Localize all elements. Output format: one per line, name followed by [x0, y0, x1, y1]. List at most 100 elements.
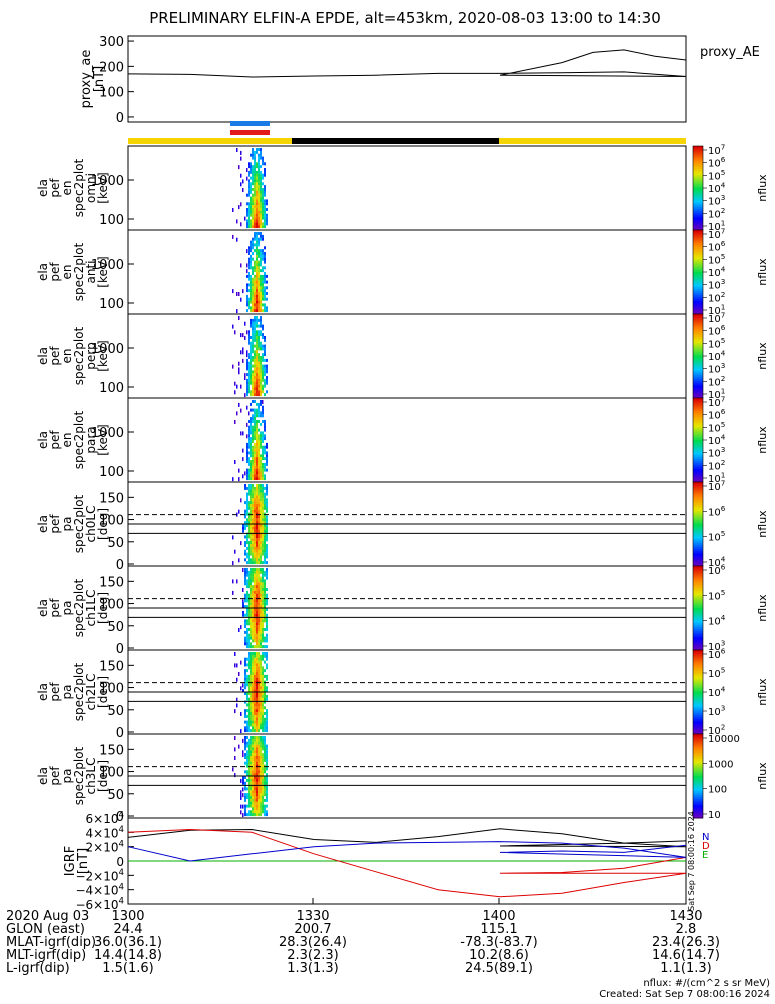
spectrogram-cell	[264, 723, 266, 727]
spectrogram-cell	[250, 697, 252, 701]
spectrogram-cell	[248, 700, 250, 704]
spectrogram-cell	[264, 720, 266, 724]
spectrogram-cell	[250, 736, 252, 739]
spectrogram-cell	[256, 717, 258, 721]
colorbar-band	[693, 815, 703, 819]
spectrogram-cell	[264, 590, 266, 594]
igrf-ytick-label: −4×104	[75, 882, 124, 897]
spectrogram-cell	[256, 465, 258, 469]
colorbar-tick-label: 104	[708, 433, 726, 448]
colorbar-tick-label: 102	[708, 206, 725, 221]
spectrogram-cell	[248, 387, 250, 391]
spectrogram-cell	[256, 205, 258, 209]
spectrogram-cell	[256, 663, 258, 667]
spectrogram-cell	[266, 535, 268, 539]
spectrogram-cell	[254, 630, 256, 634]
spectrogram-cell	[248, 376, 250, 379]
spectrogram-cell	[254, 361, 256, 365]
spectrogram-cell	[258, 165, 260, 169]
spectrogram-cell	[266, 639, 268, 643]
spectrogram-cell	[252, 330, 254, 334]
colorbar-band	[693, 526, 703, 529]
spectrogram-cell	[248, 770, 250, 774]
axis-label-line: pef	[48, 514, 62, 534]
spectrogram-cell	[252, 168, 254, 171]
spectrogram-cell	[250, 462, 252, 466]
spectrogram-cell	[264, 257, 266, 261]
colorbar-band	[693, 662, 703, 666]
colorbar-band	[693, 805, 703, 808]
spectrogram-cell	[262, 159, 264, 163]
xaxis-row-value: 115.1	[480, 922, 517, 937]
colorbar-band	[693, 650, 703, 653]
spectrogram-cell	[252, 588, 254, 591]
spectrogram-cell	[246, 579, 248, 583]
spectrogram-cell	[254, 225, 256, 229]
colorbar-tick-label: 102	[708, 458, 725, 473]
spectrogram-cell	[262, 297, 264, 301]
zone-bar-black	[292, 138, 499, 144]
axis-label-line: [nT]	[92, 66, 107, 92]
spectrogram-cell	[252, 417, 254, 421]
colorbar-band	[693, 719, 703, 722]
colorbar-band	[693, 179, 703, 183]
spectrogram-cell	[252, 341, 254, 345]
spectrogram-cell	[258, 484, 260, 487]
colorbar-band	[693, 536, 703, 540]
colorbar-band	[693, 425, 703, 428]
spectrogram-cell	[236, 411, 238, 416]
spectrogram-cell	[264, 608, 266, 611]
spectrogram-cell	[258, 462, 260, 466]
spectrogram-cell	[262, 810, 264, 814]
colorbar-band	[693, 509, 703, 512]
colorbar-band	[693, 293, 703, 296]
colorbar-band	[693, 408, 703, 412]
spectrogram-cell	[246, 442, 248, 446]
spectrogram-cell	[252, 219, 254, 223]
spectrogram-cell	[246, 657, 248, 661]
spectrogram-cell	[266, 468, 268, 472]
colorbar-band	[693, 631, 703, 634]
spectrogram-cell	[258, 645, 260, 649]
spectrogram-cell	[262, 773, 264, 777]
colorbar-tick-label: 100	[708, 785, 727, 796]
spectrogram-cell	[266, 498, 268, 502]
spectrogram-cell	[252, 492, 254, 496]
spectrogram-cell	[248, 468, 250, 472]
spectrogram-cell	[248, 333, 250, 337]
spectrogram-cell	[258, 538, 260, 542]
spectrogram-cell	[258, 442, 260, 446]
colorbar-band	[693, 370, 703, 374]
colorbar-band	[693, 605, 703, 609]
spectrogram-cell	[264, 292, 266, 295]
spectrogram-cell	[258, 384, 260, 388]
spectrogram-cell	[260, 156, 262, 160]
spectrogram-cell	[252, 243, 254, 247]
colorbar-band	[693, 393, 703, 397]
spectrogram-cell	[252, 277, 254, 281]
spectrogram-cell	[256, 741, 258, 745]
spectrogram-cell	[252, 804, 254, 808]
axis-label-line: [keV]	[96, 340, 110, 371]
colorbar-band	[693, 337, 703, 340]
spectrogram-cell	[248, 706, 250, 710]
spectrogram-cell	[250, 477, 252, 481]
spectrogram-cell	[256, 411, 258, 415]
spectrogram-cell	[250, 498, 252, 502]
spectrogram-cell	[258, 309, 260, 313]
colorbar-band	[693, 597, 703, 601]
spectrogram-cell	[262, 807, 264, 811]
spectrogram-cell	[254, 243, 256, 247]
spectrogram-cell	[262, 613, 264, 617]
colorbar-band	[693, 206, 703, 210]
spectrogram-cell	[264, 222, 266, 226]
spectrogram-cell	[246, 669, 248, 673]
spectrogram-cell	[260, 801, 262, 805]
spectrogram-cell	[262, 484, 264, 487]
colorbar-band	[693, 614, 703, 617]
xaxis-row-value: 1330	[296, 909, 329, 924]
spectrogram-cell	[254, 477, 256, 481]
spectrogram-cell	[260, 666, 262, 670]
spectrogram-cell	[258, 222, 260, 226]
spectrogram-cell	[260, 778, 262, 782]
